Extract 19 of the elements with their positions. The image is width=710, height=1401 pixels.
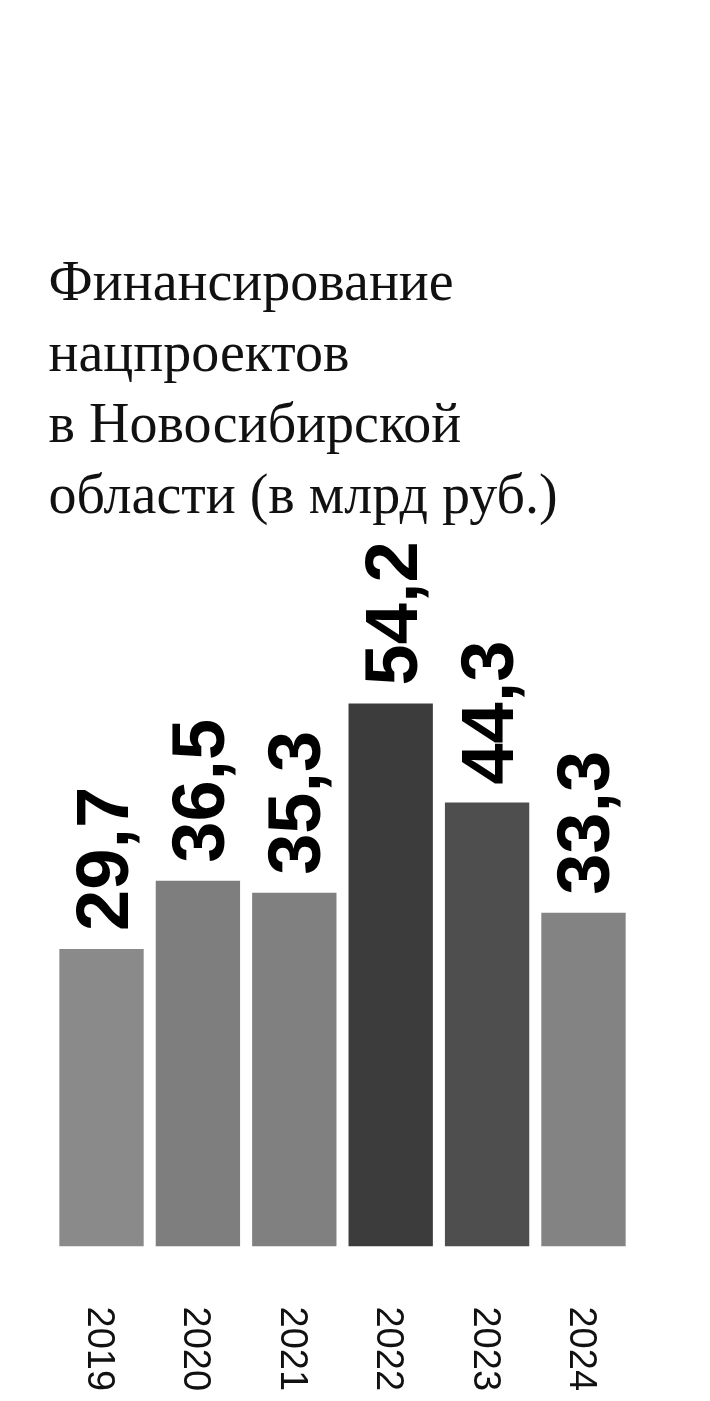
data-label: 35,3 bbox=[253, 730, 337, 875]
bar bbox=[348, 703, 433, 1247]
data-label: 33,3 bbox=[542, 750, 626, 895]
x-tick-label: 2023 bbox=[465, 1306, 508, 1392]
x-tick-label: 2019 bbox=[80, 1306, 123, 1392]
bar bbox=[155, 880, 241, 1247]
bar bbox=[541, 912, 626, 1247]
bar bbox=[252, 892, 337, 1247]
data-label: 44,3 bbox=[446, 640, 530, 785]
data-label: 36,5 bbox=[156, 718, 240, 863]
bar bbox=[444, 802, 530, 1247]
x-tick-label: 2020 bbox=[176, 1306, 219, 1392]
x-tick-label: 2021 bbox=[272, 1306, 315, 1392]
x-tick-label: 2024 bbox=[561, 1306, 604, 1392]
data-label: 54,2 bbox=[349, 541, 433, 686]
chart-title: Финансирование нацпроектов в Новосибирской области (в млрд руб.) bbox=[48, 249, 558, 527]
x-tick-label: 2022 bbox=[369, 1306, 412, 1392]
bar bbox=[59, 948, 144, 1247]
data-label: 29,7 bbox=[60, 786, 144, 931]
